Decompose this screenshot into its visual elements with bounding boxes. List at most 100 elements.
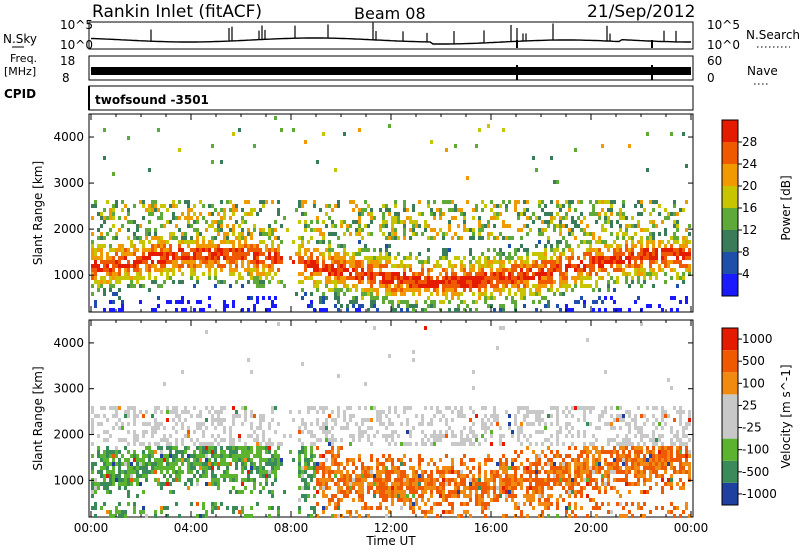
data-cell bbox=[127, 490, 130, 494]
data-cell bbox=[226, 236, 229, 240]
data-cell bbox=[400, 458, 403, 462]
data-cell bbox=[568, 264, 571, 268]
data-cell bbox=[649, 478, 652, 482]
data-cell bbox=[232, 478, 235, 482]
data-cell bbox=[169, 244, 172, 248]
data-cell bbox=[265, 244, 268, 248]
data-cell bbox=[436, 514, 439, 518]
data-cell bbox=[445, 466, 448, 470]
data-cell bbox=[418, 284, 421, 288]
data-cell bbox=[676, 434, 679, 438]
data-cell bbox=[556, 204, 559, 208]
data-cell bbox=[673, 458, 676, 462]
data-cell bbox=[472, 208, 475, 212]
data-cell bbox=[139, 272, 142, 276]
data-cell bbox=[397, 470, 400, 474]
data-cell bbox=[418, 474, 421, 478]
data-cell bbox=[328, 478, 331, 482]
data-cell bbox=[154, 418, 157, 422]
data-cell bbox=[448, 200, 451, 204]
data-cell bbox=[325, 204, 328, 208]
data-cell bbox=[400, 422, 403, 426]
data-cell bbox=[508, 276, 511, 280]
data-cell bbox=[487, 454, 490, 458]
data-cell bbox=[340, 280, 343, 284]
data-cell bbox=[460, 208, 463, 212]
data-cell bbox=[187, 240, 190, 244]
data-cell bbox=[559, 474, 562, 478]
data-cell bbox=[136, 470, 139, 474]
data-cell bbox=[250, 426, 253, 430]
data-cell bbox=[439, 280, 442, 284]
data-cell bbox=[634, 434, 637, 438]
data-cell bbox=[424, 260, 427, 264]
data-cell bbox=[304, 486, 307, 490]
data-cell bbox=[361, 228, 364, 232]
data-cell bbox=[613, 300, 616, 304]
data-cell bbox=[658, 422, 661, 426]
data-cell bbox=[256, 256, 259, 260]
data-cell bbox=[196, 256, 199, 260]
data-cell bbox=[589, 268, 592, 272]
data-cell bbox=[514, 292, 517, 296]
data-cell bbox=[259, 454, 262, 458]
data-cell bbox=[388, 442, 391, 446]
data-cell bbox=[400, 264, 403, 268]
nave-bottom-tick: 0 bbox=[707, 71, 715, 85]
data-cell bbox=[637, 450, 640, 454]
data-cell bbox=[580, 296, 583, 300]
data-cell bbox=[442, 252, 445, 256]
data-cell bbox=[643, 466, 646, 470]
data-cell bbox=[337, 300, 340, 304]
data-cell bbox=[508, 224, 511, 228]
data-cell bbox=[211, 510, 214, 514]
data-cell bbox=[403, 208, 406, 212]
data-cell bbox=[112, 300, 115, 304]
data-cell bbox=[139, 224, 142, 228]
data-cell bbox=[652, 200, 655, 204]
data-cell bbox=[340, 224, 343, 228]
data-cell bbox=[502, 434, 505, 438]
data-cell bbox=[655, 426, 658, 430]
data-cell bbox=[511, 296, 514, 300]
data-cell bbox=[421, 498, 424, 502]
data-cell bbox=[538, 414, 541, 418]
data-cell bbox=[325, 268, 328, 272]
data-cell bbox=[130, 466, 133, 470]
data-cell bbox=[508, 252, 511, 256]
data-cell bbox=[103, 276, 106, 280]
data-cell bbox=[616, 462, 619, 466]
data-cell bbox=[601, 466, 604, 470]
data-cell bbox=[121, 462, 124, 466]
data-cell bbox=[316, 410, 319, 414]
data-cell bbox=[229, 256, 232, 260]
data-cell bbox=[343, 268, 346, 272]
data-cell bbox=[574, 494, 577, 498]
data-cell bbox=[241, 244, 244, 248]
data-cell bbox=[256, 284, 259, 288]
data-cell bbox=[499, 490, 502, 494]
data-cell bbox=[169, 454, 172, 458]
data-cell bbox=[493, 498, 496, 502]
data-cell bbox=[514, 264, 517, 268]
data-cell bbox=[454, 204, 457, 208]
data-cell bbox=[310, 292, 313, 296]
data-cell bbox=[463, 510, 466, 514]
data-cell bbox=[151, 208, 154, 212]
data-cell bbox=[607, 470, 610, 474]
data-cell bbox=[385, 414, 388, 418]
data-cell bbox=[472, 236, 475, 240]
data-cell bbox=[664, 280, 667, 284]
data-cell bbox=[481, 280, 484, 284]
data-cell bbox=[619, 502, 622, 506]
data-cell bbox=[460, 482, 463, 486]
data-cell bbox=[451, 478, 454, 482]
data-cell bbox=[523, 284, 526, 288]
data-cell bbox=[643, 442, 646, 446]
data-cell bbox=[340, 268, 343, 272]
data-cell bbox=[310, 228, 313, 232]
data-cell bbox=[187, 434, 190, 438]
data-cell bbox=[376, 264, 379, 268]
data-cell bbox=[523, 260, 526, 264]
data-cell bbox=[415, 300, 418, 304]
